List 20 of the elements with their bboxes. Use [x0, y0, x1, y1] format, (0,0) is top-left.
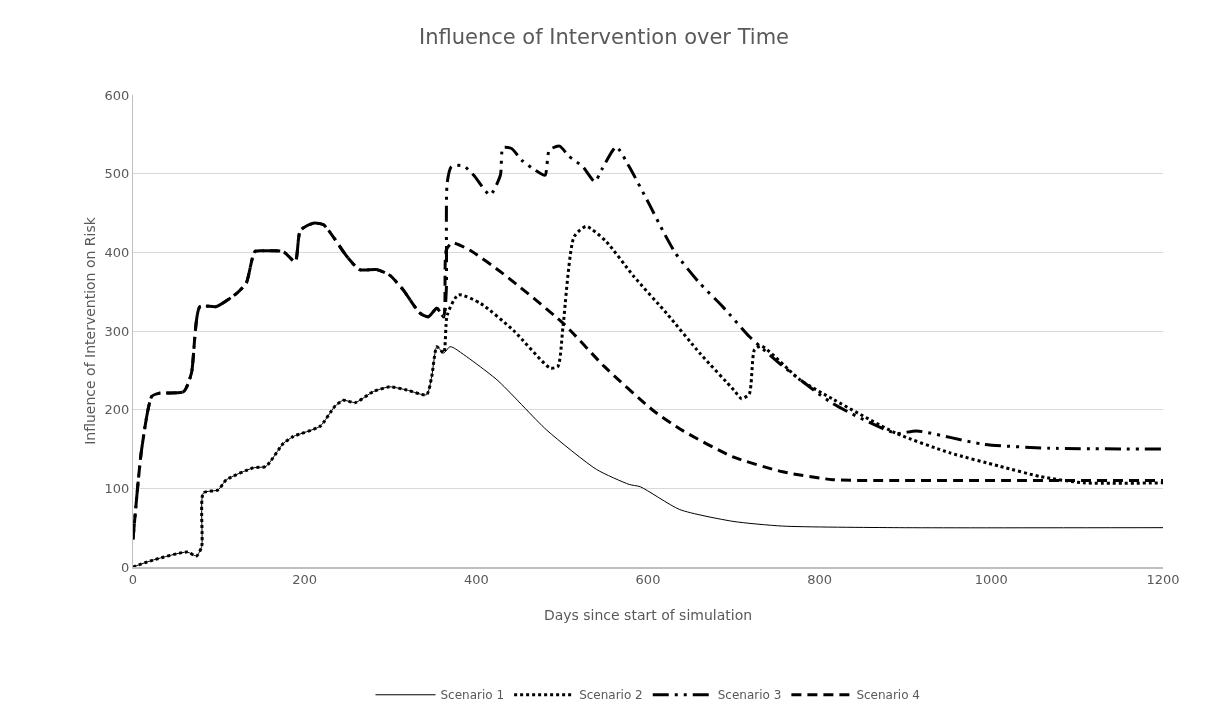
x-tick-label: 400 — [463, 572, 489, 588]
x-tick-label: 800 — [807, 572, 833, 588]
x-tick-label: 200 — [292, 572, 318, 588]
y-tick-label: 300 — [104, 323, 130, 339]
chart-title: Influence of Intervention over Time — [418, 24, 790, 49]
y-axis-title: Influence of Intervention on Risk — [82, 216, 98, 445]
y-tick-label: 200 — [104, 402, 130, 418]
y-tick-label: 0 — [121, 559, 130, 575]
legend-label: Scenario 2 — [579, 688, 643, 703]
y-tick-label: 500 — [104, 166, 130, 182]
x-tick-label: 1000 — [974, 572, 1008, 588]
legend-label: Scenario 1 — [440, 688, 505, 703]
x-tick-label: 600 — [635, 572, 661, 588]
y-tick-label: 600 — [104, 87, 130, 103]
x-tick-label: 1200 — [1146, 572, 1180, 588]
y-tick-label: 400 — [104, 244, 130, 260]
y-tick-label: 100 — [104, 480, 130, 496]
x-axis-title: Days since start of simulation — [543, 606, 753, 623]
legend-label: Scenario 4 — [856, 688, 920, 703]
legend-label: Scenario 3 — [717, 688, 782, 703]
